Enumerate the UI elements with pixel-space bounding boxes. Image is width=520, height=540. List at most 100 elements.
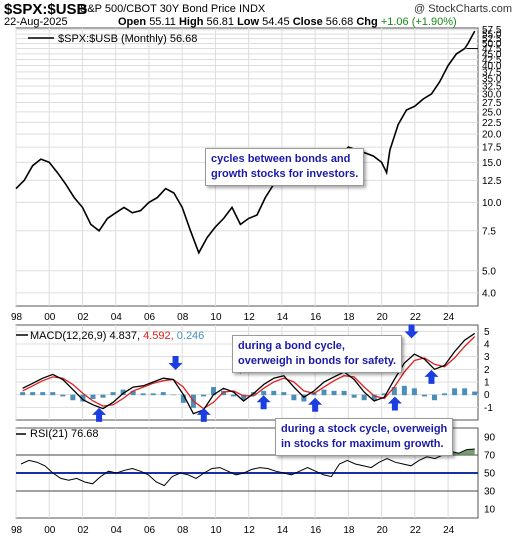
price-x-tick-label: 24 bbox=[443, 312, 455, 323]
macd-histogram-bar bbox=[361, 394, 367, 401]
macd-histogram-bar bbox=[70, 394, 76, 401]
price-x-tick-label: 08 bbox=[177, 312, 189, 323]
macd-histogram-bar bbox=[431, 394, 437, 401]
rsi-y-tick-label: 70 bbox=[484, 451, 496, 462]
macd-histogram-bar bbox=[442, 393, 448, 396]
rsi-x-tick-label: 18 bbox=[343, 525, 355, 536]
price-x-tick-label: 20 bbox=[377, 312, 389, 323]
price-x-tick-label: 12 bbox=[244, 312, 256, 323]
annotation-text: cycles between bonds and growth stocks fo… bbox=[211, 153, 359, 180]
macd-histogram-bar bbox=[140, 393, 146, 396]
price-y-tick-label: 32.5 bbox=[482, 82, 502, 93]
macd-histogram-bar bbox=[80, 394, 86, 402]
price-y-tick-label: 27.5 bbox=[482, 98, 502, 109]
price-y-tick-label: 25.0 bbox=[482, 107, 502, 118]
price-y-tick-label: 37.5 bbox=[482, 67, 502, 78]
macd-histogram-bar bbox=[421, 394, 427, 397]
up-arrow-shape bbox=[196, 407, 211, 422]
macd-histogram-bar bbox=[271, 390, 277, 396]
macd-y-tick-label: 3 bbox=[484, 352, 490, 363]
price-x-tick-label: 22 bbox=[410, 312, 422, 323]
annotation-text: during a bond cycle, overweigh in bonds f… bbox=[238, 340, 397, 367]
price-x-tick-label: 00 bbox=[44, 312, 56, 323]
macd-histogram-bar bbox=[301, 394, 307, 402]
price-x-tick-label: 98 bbox=[11, 312, 23, 323]
rsi-y-tick-label: 90 bbox=[484, 433, 496, 444]
price-x-tick-label: 06 bbox=[144, 312, 156, 323]
price-x-tick-label: 14 bbox=[277, 312, 289, 323]
macd-histogram-bar bbox=[351, 394, 357, 398]
rsi-line bbox=[20, 448, 475, 487]
macd-y-tick-label: 2 bbox=[484, 365, 490, 376]
macd-histogram-bar bbox=[371, 394, 377, 401]
up-arrow-shape bbox=[424, 369, 439, 384]
high-value: 56.81 bbox=[206, 16, 235, 28]
price-y-tick-label: 22.5 bbox=[482, 118, 502, 129]
rsi-x-tick-label: 10 bbox=[210, 525, 222, 536]
macd-histogram-bar bbox=[472, 391, 478, 396]
price-x-tick-label: 16 bbox=[310, 312, 322, 323]
rsi-x-tick-label: 02 bbox=[77, 525, 89, 536]
rsi-y-tick-label: 10 bbox=[484, 505, 496, 516]
low-label: Low bbox=[237, 16, 260, 28]
macd-histogram-bar bbox=[200, 394, 206, 397]
macd-y-tick-label: 0 bbox=[484, 390, 490, 401]
price-y-tick-label: 10.0 bbox=[482, 198, 502, 209]
macd-signal-line bbox=[22, 336, 476, 410]
macd-histogram-bar bbox=[40, 392, 46, 396]
macd-histogram-bar bbox=[50, 392, 56, 396]
price-x-tick-label: 04 bbox=[111, 312, 123, 323]
macd-histogram-bar bbox=[381, 393, 387, 396]
up-arrow-icon bbox=[256, 395, 271, 410]
down-arrow-shape bbox=[404, 324, 419, 339]
price-legend-label: $SPX:$USB (Monthly) 56.68 bbox=[58, 33, 197, 45]
rsi-x-tick-label: 98 bbox=[11, 525, 23, 536]
macd-histogram-bar bbox=[331, 390, 337, 396]
chg-value: +1.06 (+1.90%) bbox=[380, 16, 457, 28]
price-y-tick-label: 45.0 bbox=[482, 49, 502, 60]
macd-histogram-bar bbox=[231, 394, 237, 397]
macd-histogram-bar bbox=[391, 387, 397, 396]
rsi-y-tick-label: 30 bbox=[484, 487, 496, 498]
price-y-tick-label: 47.5 bbox=[482, 44, 502, 55]
rsi-x-tick-label: 20 bbox=[377, 525, 389, 536]
macd-y-tick-label: 4 bbox=[484, 340, 490, 351]
rsi-y-tick-label: 50 bbox=[484, 469, 496, 480]
price-y-tick-label: 52.5 bbox=[482, 34, 502, 45]
price-y-tick-label: 20.0 bbox=[482, 129, 502, 140]
price-y-tick-label: 5.0 bbox=[482, 266, 496, 277]
instrument-description: S&P 500/CBOT 30Y Bond Price INDX bbox=[80, 3, 266, 15]
macd-histogram-bar bbox=[100, 394, 106, 398]
close-label: Close bbox=[292, 16, 323, 28]
macd-histogram-bar bbox=[211, 387, 217, 396]
annotation-bond-cycle: during a bond cycle, overweigh in bonds f… bbox=[232, 335, 403, 373]
price-y-tick-label: 15.0 bbox=[482, 158, 502, 169]
price-series-line bbox=[15, 30, 476, 255]
down-arrow-icon bbox=[168, 356, 183, 370]
rsi-x-tick-label: 08 bbox=[177, 525, 189, 536]
annotation-text: during a stock cycle, overweigh in stocks… bbox=[281, 423, 448, 450]
macd-y-tick-label: 1 bbox=[484, 378, 490, 389]
open-value: 55.11 bbox=[149, 16, 176, 28]
macd-histogram-bar bbox=[221, 390, 227, 396]
macd-histogram-bar bbox=[281, 392, 287, 396]
up-arrow-shape bbox=[92, 407, 107, 422]
price-y-tick-label: 7.5 bbox=[482, 226, 496, 237]
quote-date: 22-Aug-2025 bbox=[4, 16, 68, 28]
chart-header: $SPX:$USB S&P 500/CBOT 30Y Bond Price IN… bbox=[0, 0, 520, 40]
macd-histogram-bar bbox=[261, 390, 267, 396]
macd-histogram-bar bbox=[130, 390, 136, 396]
macd-histogram-bar bbox=[170, 394, 176, 396]
up-arrow-icon bbox=[308, 397, 323, 412]
macd-histogram-bar bbox=[341, 390, 347, 396]
rsi-x-tick-label: 22 bbox=[410, 525, 422, 536]
macd-histogram-bar bbox=[150, 393, 156, 396]
macd-histogram-bar bbox=[452, 388, 458, 396]
macd-histogram-bar bbox=[160, 392, 166, 396]
macd-histogram-bar bbox=[241, 394, 247, 401]
chg-label: Chg bbox=[356, 16, 378, 28]
up-arrow-icon bbox=[92, 407, 107, 422]
rsi-legend-label: RSI(21) 76.68 bbox=[30, 428, 98, 440]
ticker-symbol: $SPX:$USB bbox=[4, 1, 88, 18]
